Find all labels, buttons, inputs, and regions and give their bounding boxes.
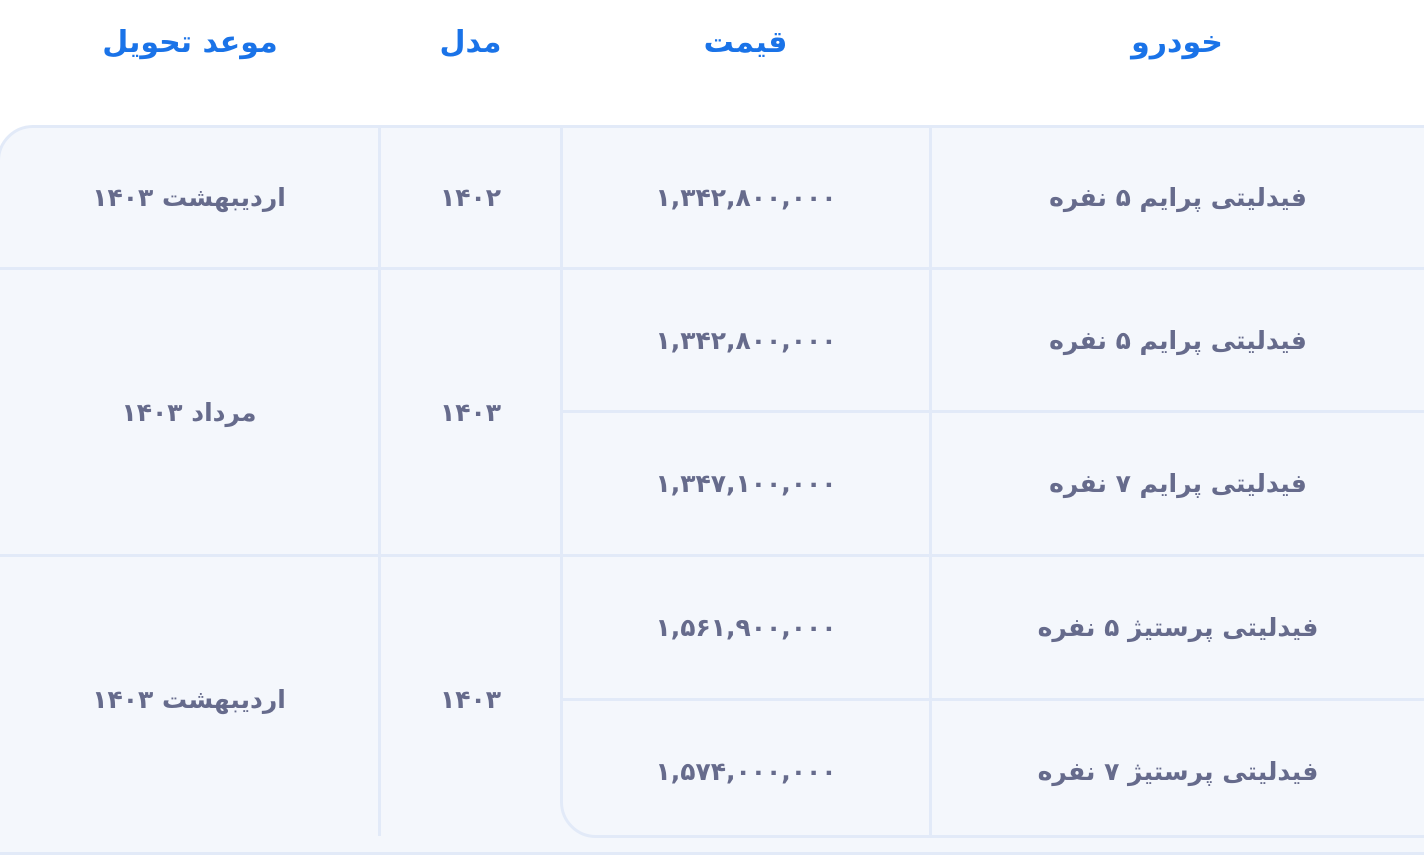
price-column-panel [560,125,1424,838]
header-model: مدل [439,25,502,60]
car-cell: فیدلیتی پرایم ۵ نفره [1049,182,1307,212]
header-price: قیمت [703,25,788,60]
divider [929,127,932,836]
price-cell: ۱,۵۷۴,۰۰۰,۰۰۰ [655,757,837,786]
price-cell: ۱,۳۴۲,۸۰۰,۰۰۰ [655,325,837,355]
divider [378,127,381,836]
header-car: خودرو [1131,25,1223,60]
car-cell: فیدلیتی پرایم ۷ نفره [1049,469,1307,498]
price-cell: ۱,۳۴۲,۸۰۰,۰۰۰ [655,182,837,212]
model-cell: ۱۴۰۳ [439,684,502,714]
car-cell: فیدلیتی پرستیژ ۷ نفره [1037,757,1319,786]
divider [0,267,1424,270]
car-cell: فیدلیتی پرایم ۵ نفره [1049,325,1307,355]
divider [0,554,1424,557]
delivery-cell: اردیبهشت ۱۴۰۳ [92,684,286,714]
delivery-cell: اردیبهشت ۱۴۰۳ [92,182,286,212]
delivery-cell: مرداد ۱۴۰۳ [121,397,257,427]
car-cell: فیدلیتی پرستیژ ۵ نفره [1037,613,1319,642]
model-cell: ۱۴۰۳ [439,397,502,427]
divider [562,698,1424,701]
header-delivery: موعد تحویل [102,25,278,60]
price-cell: ۱,۳۴۷,۱۰۰,۰۰۰ [655,469,837,498]
divider [562,410,1424,413]
model-cell: ۱۴۰۲ [439,182,502,212]
price-cell: ۱,۵۶۱,۹۰۰,۰۰۰ [655,613,837,642]
